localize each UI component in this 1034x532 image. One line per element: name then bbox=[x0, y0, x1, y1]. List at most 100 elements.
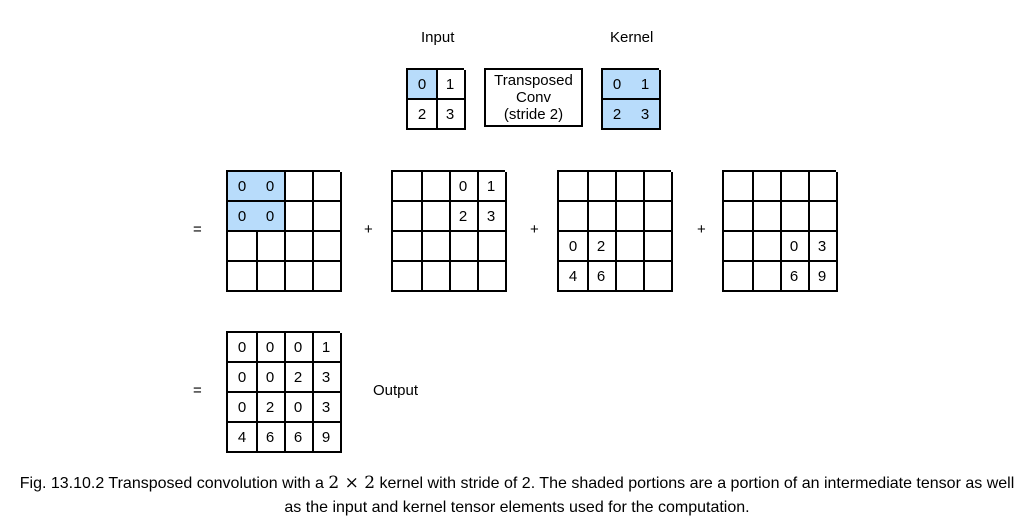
grid-cell bbox=[752, 232, 782, 262]
grid-cell: 0 bbox=[780, 232, 810, 262]
grid-cell bbox=[615, 262, 645, 292]
grid-cell: 0 bbox=[408, 70, 438, 100]
grid-cell: 0 bbox=[256, 333, 286, 363]
grid-cell: 0 bbox=[228, 202, 258, 232]
grid-cell bbox=[393, 172, 423, 202]
plus-sign-3: + bbox=[697, 221, 706, 238]
input-label: Input bbox=[421, 29, 455, 46]
grid-cell: 2 bbox=[256, 393, 286, 423]
grid-cell bbox=[643, 232, 673, 262]
grid-cell bbox=[587, 172, 617, 202]
plus-sign-2: + bbox=[530, 221, 539, 238]
grid-cell bbox=[312, 232, 342, 262]
grid-cell bbox=[421, 232, 451, 262]
grid-cell: 1 bbox=[631, 70, 661, 100]
kernel-label: Kernel bbox=[610, 29, 654, 46]
grid-cell bbox=[615, 172, 645, 202]
grid-cell: 2 bbox=[603, 100, 633, 130]
grid-cell: 3 bbox=[312, 393, 342, 423]
grid-cell bbox=[256, 232, 286, 262]
grid-cell bbox=[449, 262, 479, 292]
grid-cell bbox=[724, 202, 754, 232]
grid-cell bbox=[477, 232, 507, 262]
grid-cell bbox=[559, 172, 589, 202]
grid-cell: 3 bbox=[477, 202, 507, 232]
op-line-1: Transposed bbox=[494, 72, 573, 89]
grid-cell bbox=[421, 172, 451, 202]
grid-cell: 2 bbox=[587, 232, 617, 262]
grid-cell: 2 bbox=[408, 100, 438, 130]
grid-cell bbox=[256, 262, 286, 292]
grid-cell bbox=[312, 172, 342, 202]
grid-cell bbox=[724, 172, 754, 202]
grid-cell: 4 bbox=[559, 262, 589, 292]
grid-cell: 3 bbox=[436, 100, 466, 130]
grid-cell: 9 bbox=[312, 423, 342, 453]
grid-cell bbox=[312, 262, 342, 292]
grid-cell: 0 bbox=[228, 172, 258, 202]
grid-cell bbox=[393, 262, 423, 292]
caption-line-1: Fig. 13.10.2 Transposed convolution with… bbox=[0, 471, 1034, 496]
grid-cell: 2 bbox=[449, 202, 479, 232]
grid-cell bbox=[780, 172, 810, 202]
grid-cell bbox=[724, 232, 754, 262]
grid-cell: 4 bbox=[228, 423, 258, 453]
grid-cell: 1 bbox=[312, 333, 342, 363]
grid-cell: 0 bbox=[603, 70, 633, 100]
figure-caption: Fig. 13.10.2 Transposed convolution with… bbox=[0, 471, 1034, 520]
grid-cell: 6 bbox=[256, 423, 286, 453]
grid-cell: 9 bbox=[808, 262, 838, 292]
grid-cell: 1 bbox=[436, 70, 466, 100]
grid-cell: 0 bbox=[228, 333, 258, 363]
output-label: Output bbox=[373, 382, 419, 399]
grid-cell bbox=[780, 202, 810, 232]
grid-cell bbox=[284, 202, 314, 232]
grid-cell bbox=[393, 202, 423, 232]
grid-cell bbox=[421, 202, 451, 232]
plus-sign-1: + bbox=[364, 221, 373, 238]
grid-cell: 3 bbox=[808, 232, 838, 262]
grid-cell: 0 bbox=[284, 393, 314, 423]
grid-cell: 0 bbox=[256, 202, 286, 232]
grid-cell: 6 bbox=[780, 262, 810, 292]
caption-suffix: kernel with stride of 2. The shaded port… bbox=[375, 475, 1015, 492]
grid-cell bbox=[228, 232, 258, 262]
grid-cell: 0 bbox=[228, 363, 258, 393]
grid-cell: 0 bbox=[284, 333, 314, 363]
grid-cell bbox=[808, 172, 838, 202]
grid-cell bbox=[228, 262, 258, 292]
equals-sign-2: = bbox=[193, 382, 202, 399]
grid-cell bbox=[284, 262, 314, 292]
grid-cell: 6 bbox=[284, 423, 314, 453]
caption-line-2: as the input and kernel tensor elements … bbox=[284, 499, 750, 516]
grid-cell bbox=[587, 202, 617, 232]
grid-cell bbox=[643, 202, 673, 232]
equals-sign-1: = bbox=[193, 221, 202, 238]
grid-cell bbox=[752, 262, 782, 292]
op-line-2: Conv bbox=[515, 89, 552, 106]
grid-cell: 3 bbox=[631, 100, 661, 130]
grid-cell bbox=[421, 262, 451, 292]
grid-cell: 1 bbox=[477, 172, 507, 202]
grid-cell: 0 bbox=[256, 172, 286, 202]
grid-cell: 3 bbox=[312, 363, 342, 393]
grid-cell bbox=[393, 232, 423, 262]
caption-prefix: Fig. 13.10.2 Transposed convolution with… bbox=[19, 475, 329, 492]
grid-cell bbox=[808, 202, 838, 232]
grid-cell bbox=[449, 232, 479, 262]
grid-cell: 6 bbox=[587, 262, 617, 292]
grid-cell: 2 bbox=[284, 363, 314, 393]
grid-cell bbox=[312, 202, 342, 232]
grid-cell bbox=[284, 232, 314, 262]
grid-cell bbox=[724, 262, 754, 292]
grid-cell: 0 bbox=[559, 232, 589, 262]
transposed-conv-box: Transposed Conv (stride 2) bbox=[484, 68, 583, 127]
grid-cell bbox=[477, 262, 507, 292]
